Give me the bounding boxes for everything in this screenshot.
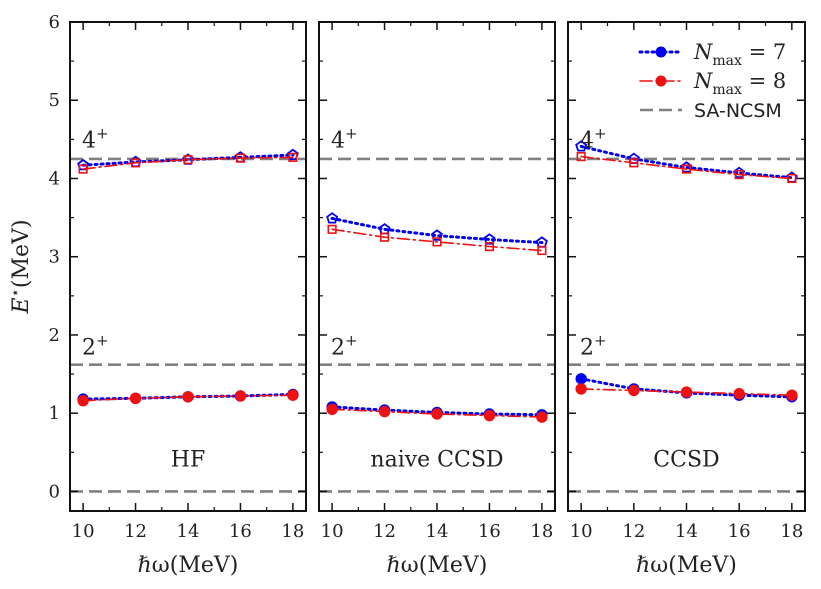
- panel-frame: [567, 21, 806, 512]
- data-point: [378, 405, 391, 418]
- panel-1: 4+ 2+ naive CCSD 10 12 14 16 18 ℏω(MeV): [318, 21, 556, 578]
- data-point: [234, 390, 247, 402]
- x-tick-label: 12: [373, 521, 396, 542]
- data-point: [575, 140, 588, 152]
- x-tick-label: 16: [229, 521, 252, 542]
- x-tick-label: 18: [281, 521, 304, 542]
- data-point: [537, 245, 547, 256]
- x-tick-label: 14: [426, 521, 449, 542]
- data-point: [182, 391, 194, 403]
- x-tick-label: 10: [321, 521, 344, 542]
- series-line: [330, 216, 544, 245]
- data-point: [129, 392, 142, 405]
- state-label: 4+: [580, 124, 607, 153]
- panel-2: 4+ 2+ CCSD 10 12 14 16 18 ℏω(MeV): [567, 21, 806, 578]
- legend-marker: [655, 75, 667, 87]
- panel-label: HF: [171, 447, 205, 472]
- x-tick-label: 18: [780, 521, 803, 542]
- legend-marker: [655, 46, 667, 58]
- panel-frame: [318, 21, 556, 512]
- state-label: 2+: [580, 332, 607, 361]
- data-point: [77, 394, 89, 407]
- series-line: [579, 377, 794, 399]
- data-point: [326, 403, 338, 415]
- panel-label: naive CCSD: [370, 447, 503, 472]
- data-point: [327, 224, 337, 234]
- y-tick-label: 6: [49, 12, 60, 33]
- y-tick-label: 5: [49, 90, 60, 111]
- x-tick-label: 14: [177, 521, 200, 542]
- x-tick-label: 10: [570, 521, 593, 542]
- y-axis-label: E⋆(MeV): [6, 219, 34, 314]
- legend-entry: SA-NCSM: [694, 100, 782, 122]
- legend-entry: Nmax = 8: [693, 69, 786, 98]
- data-point: [379, 232, 390, 242]
- state-label: 2+: [82, 332, 109, 361]
- data-point: [235, 153, 246, 163]
- data-point: [78, 164, 88, 174]
- data-point: [326, 212, 339, 224]
- data-point: [575, 383, 587, 395]
- state-label: 4+: [82, 124, 109, 153]
- y-tick-label: 0: [49, 481, 60, 502]
- data-point: [681, 164, 692, 174]
- panel-label: CCSD: [653, 447, 719, 472]
- y-tick-label: 1: [49, 403, 60, 424]
- x-tick-label: 12: [124, 521, 147, 542]
- data-point: [733, 387, 745, 400]
- panel-0: 4+ 2+ HF 10 12 14 16 18 ℏω(MeV): [69, 21, 307, 578]
- data-point: [786, 389, 798, 401]
- panel-frame: [69, 21, 307, 512]
- series-line: [580, 155, 793, 180]
- y-tick-label: 2: [49, 325, 60, 346]
- y-tick-label: 3: [49, 247, 60, 268]
- data-point: [787, 173, 797, 184]
- data-point: [431, 408, 443, 420]
- x-axis-label: ℏω(MeV): [138, 553, 239, 578]
- x-axis-label: ℏω(MeV): [636, 553, 737, 578]
- series-line: [331, 228, 543, 252]
- x-tick-label: 18: [530, 521, 553, 542]
- data-point: [734, 169, 744, 180]
- state-label: 4+: [331, 124, 358, 153]
- data-point: [575, 373, 587, 385]
- data-point: [431, 229, 443, 241]
- series-line: [82, 156, 294, 170]
- x-tick-label: 14: [675, 521, 698, 542]
- data-point: [484, 241, 495, 252]
- data-point: [536, 411, 548, 423]
- state-label: 2+: [331, 332, 358, 361]
- x-axis-label: ℏω(MeV): [387, 553, 488, 578]
- x-tick-label: 12: [622, 521, 645, 542]
- data-point: [629, 158, 639, 168]
- data-point: [576, 151, 586, 162]
- y-tick-label: 4: [49, 168, 60, 189]
- data-point: [130, 158, 141, 168]
- data-point: [287, 389, 299, 401]
- data-point: [483, 409, 496, 422]
- legend-entry: Nmax = 7: [693, 40, 786, 69]
- data-point: [680, 386, 693, 398]
- data-point: [483, 233, 496, 245]
- data-point: [288, 152, 298, 162]
- x-tick-label: 16: [478, 521, 501, 542]
- data-point: [628, 384, 640, 397]
- data-point: [183, 155, 193, 165]
- x-tick-label: 16: [728, 521, 751, 542]
- data-point: [432, 237, 442, 247]
- x-tick-label: 10: [72, 521, 95, 542]
- series-line: [579, 144, 794, 180]
